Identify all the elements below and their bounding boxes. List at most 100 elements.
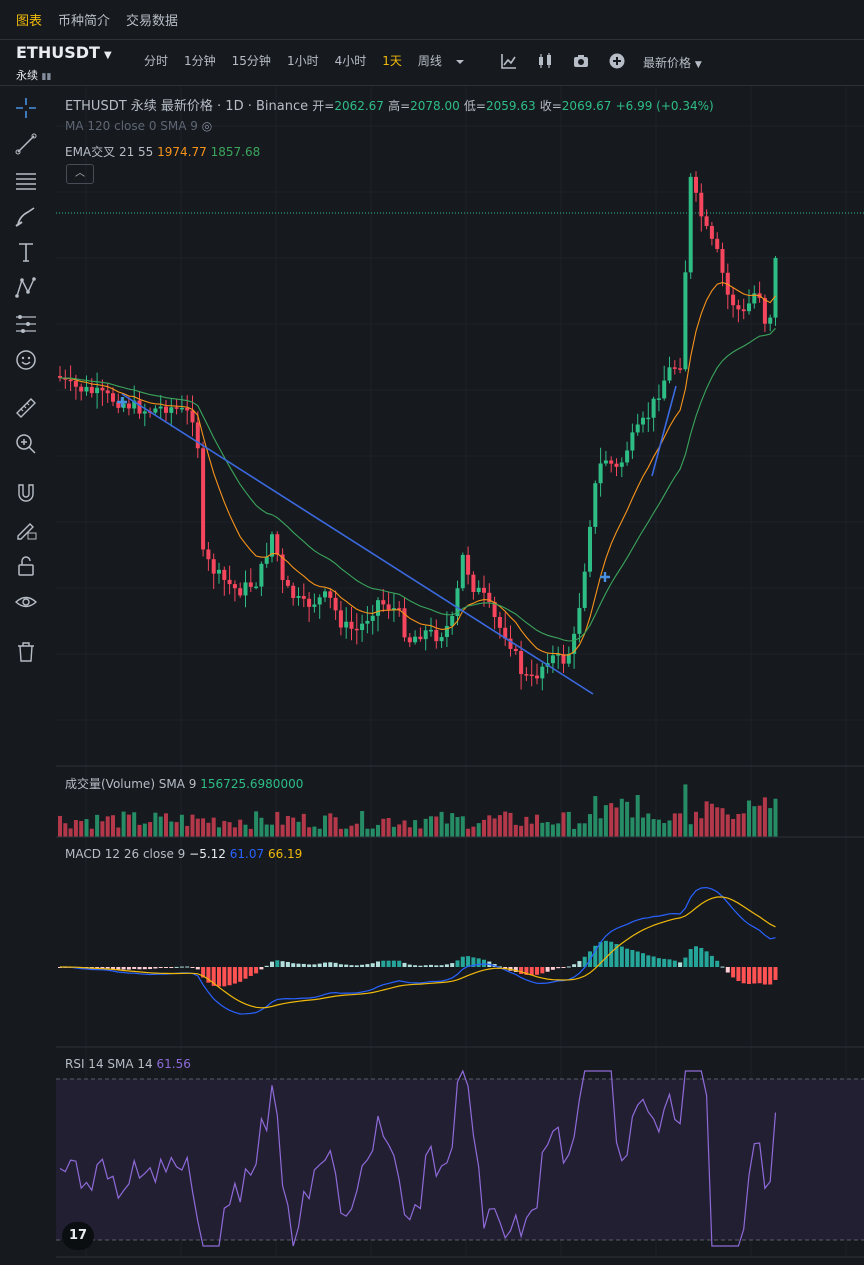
macd-bar	[662, 958, 667, 967]
lock-icon[interactable]	[14, 554, 38, 578]
macd-bar	[317, 963, 322, 967]
volume-bar	[222, 820, 227, 837]
volume-bar	[550, 824, 555, 837]
emoji-icon[interactable]	[14, 348, 38, 372]
candle-body	[391, 608, 396, 610]
macd-bar	[741, 967, 746, 984]
volume-bar	[354, 823, 359, 837]
interval-1m[interactable]: 1分钟	[184, 54, 216, 68]
symbol-selector[interactable]: ETHUSDT ▼	[16, 43, 112, 62]
candle-body	[768, 317, 773, 324]
volume-bar	[630, 817, 635, 837]
candle-type-icon[interactable]	[536, 52, 554, 70]
tab-coin-info[interactable]: 币种简介	[58, 14, 111, 29]
candle-body	[349, 621, 354, 629]
volume-bar	[391, 826, 396, 837]
brush-icon[interactable]	[14, 204, 38, 228]
macd-bar	[126, 967, 131, 970]
tab-chart[interactable]: 图表	[16, 14, 43, 29]
candle-body	[630, 432, 635, 451]
eye-hidden-icon[interactable]: ◎	[201, 119, 213, 133]
candle-body	[280, 554, 285, 581]
candle-body	[747, 303, 751, 312]
magnet-icon[interactable]	[14, 482, 38, 506]
macd-bar	[333, 962, 338, 967]
candle-body	[68, 379, 73, 382]
macd-bar	[174, 966, 179, 968]
pattern-icon[interactable]	[14, 276, 38, 300]
candle-body	[513, 648, 518, 652]
macd-bar	[709, 955, 714, 967]
candle-body	[550, 655, 555, 664]
volume-bar	[429, 816, 433, 837]
macd-bar	[482, 959, 486, 967]
macd-bar	[391, 960, 396, 967]
volume-bar	[185, 825, 190, 837]
interval-1h[interactable]: 1小时	[286, 54, 319, 68]
interval-15m[interactable]: 15分钟	[231, 54, 271, 68]
volume-bar	[307, 827, 312, 837]
tab-trading-data[interactable]: 交易数据	[126, 14, 179, 29]
camera-icon[interactable]	[572, 52, 590, 70]
volume-bar	[291, 817, 296, 837]
volume-bar	[619, 798, 624, 837]
candle-body	[73, 380, 78, 387]
volume-bar	[577, 823, 582, 837]
chevron-down-icon[interactable]	[454, 56, 466, 68]
volume-bar	[439, 811, 444, 837]
add-icon[interactable]	[608, 52, 626, 70]
forecast-icon[interactable]	[14, 312, 38, 336]
macd-bar	[429, 964, 433, 967]
chart-canvas[interactable]	[56, 86, 864, 1265]
fib-icon[interactable]	[14, 168, 38, 192]
macd-bar	[338, 964, 343, 967]
volume-bar	[381, 818, 386, 837]
macd-bar	[704, 951, 709, 967]
volume-bar	[492, 818, 497, 837]
candle-body	[376, 600, 380, 616]
lock-draw-icon[interactable]	[14, 518, 38, 542]
candle-body	[307, 598, 312, 607]
ma-label: MA 120 close 0 SMA 9	[65, 119, 198, 133]
candle-body	[407, 637, 412, 643]
trend-line-icon[interactable]	[14, 132, 38, 156]
volume-bar	[678, 813, 683, 837]
candle-body	[487, 592, 492, 603]
volume-bar	[747, 800, 751, 837]
macd-bar	[365, 964, 370, 967]
interval-1d[interactable]: 1天	[382, 54, 402, 68]
price-type-select[interactable]: 最新价格 ▼	[643, 54, 702, 71]
macd-bar	[503, 967, 508, 969]
ma-legend: MA 120 close 0 SMA 9 ◎	[65, 119, 212, 133]
trash-icon[interactable]	[14, 640, 38, 664]
candle-body	[593, 483, 598, 527]
candle-body	[492, 602, 497, 618]
zoom-icon[interactable]	[14, 432, 38, 456]
candle-body	[524, 674, 529, 676]
candle-body	[381, 600, 386, 605]
macd-bar	[683, 957, 688, 967]
volume-bar	[736, 814, 741, 837]
indicators-icon[interactable]	[500, 52, 518, 70]
candle-body	[344, 621, 349, 628]
collapse-legend-button[interactable]: ︿	[66, 164, 94, 184]
macd-bar	[434, 965, 439, 967]
candle-body	[466, 554, 471, 575]
macd-bar	[635, 951, 640, 967]
interval-4h[interactable]: 4小时	[334, 54, 367, 68]
candlesticks	[58, 171, 778, 691]
interval-tick[interactable]: 分时	[144, 54, 169, 68]
macd-bar	[217, 967, 221, 987]
macd-bar	[550, 967, 555, 970]
volume-bar	[111, 815, 115, 837]
macd-label: MACD 12 26 close 9	[65, 847, 186, 861]
interval-week[interactable]: 周线	[417, 54, 442, 68]
ruler-icon[interactable]	[14, 396, 38, 420]
macd-bar	[667, 959, 672, 967]
eye-icon[interactable]	[14, 590, 38, 614]
text-icon[interactable]	[14, 240, 38, 264]
crosshair-icon[interactable]	[14, 96, 38, 120]
volume-bar	[238, 819, 243, 837]
close-label: 收=	[539, 99, 562, 113]
macd-bar	[529, 967, 534, 976]
